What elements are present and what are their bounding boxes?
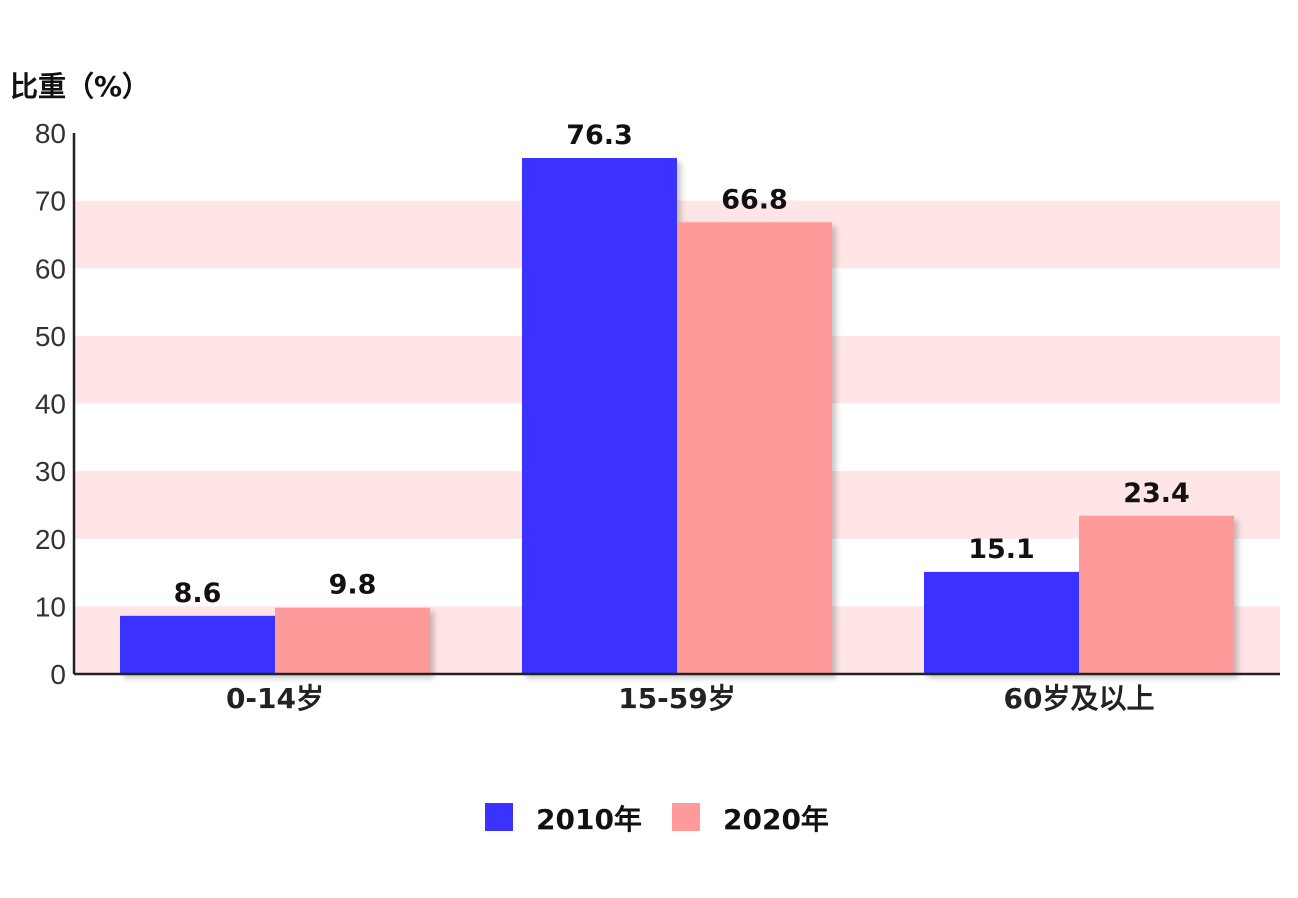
data-label: 15.1 xyxy=(968,534,1035,565)
y-tick-label: 70 xyxy=(35,186,66,217)
y-tick-label: 50 xyxy=(35,321,66,352)
y-axis-title: 比重（%） xyxy=(10,70,150,103)
data-label: 66.8 xyxy=(721,184,788,215)
y-tick-label: 20 xyxy=(35,524,66,555)
data-label: 23.4 xyxy=(1123,478,1190,509)
y-tick-label: 30 xyxy=(35,456,66,487)
y-tick-label: 0 xyxy=(50,659,66,690)
bars xyxy=(120,158,1234,675)
axes: 0 10 20 30 40 50 60 70 80 比重（%） xyxy=(10,70,1280,690)
y-tick-label: 60 xyxy=(35,253,66,284)
legend-label: 2010年 xyxy=(536,803,642,836)
bar-series2-0 xyxy=(275,607,430,674)
data-label: 76.3 xyxy=(566,120,633,151)
y-tick-label: 40 xyxy=(35,389,66,420)
bar-series1-0 xyxy=(120,615,275,674)
bar-series2-1 xyxy=(677,222,832,674)
labels: 8.6 9.8 0-14岁 76.3 66.8 15-59岁 15.1 23.4 60岁及以上 xyxy=(174,120,1190,715)
legend-swatch xyxy=(672,803,700,831)
legend: 2010年 2020年 xyxy=(485,803,829,836)
bar-series2-2 xyxy=(1079,515,1234,674)
bar-series1-2 xyxy=(924,571,1079,674)
category-label: 0-14岁 xyxy=(226,682,324,715)
bar-series1-1 xyxy=(522,158,677,675)
y-tick-label: 80 xyxy=(35,118,66,149)
y-tick-label: 10 xyxy=(35,591,66,622)
legend-swatch xyxy=(485,803,513,831)
legend-label: 2020年 xyxy=(723,803,829,836)
data-label: 8.6 xyxy=(174,578,222,609)
data-label: 9.8 xyxy=(329,570,377,601)
category-label: 60岁及以上 xyxy=(1004,682,1155,715)
category-label: 15-59岁 xyxy=(618,682,736,715)
